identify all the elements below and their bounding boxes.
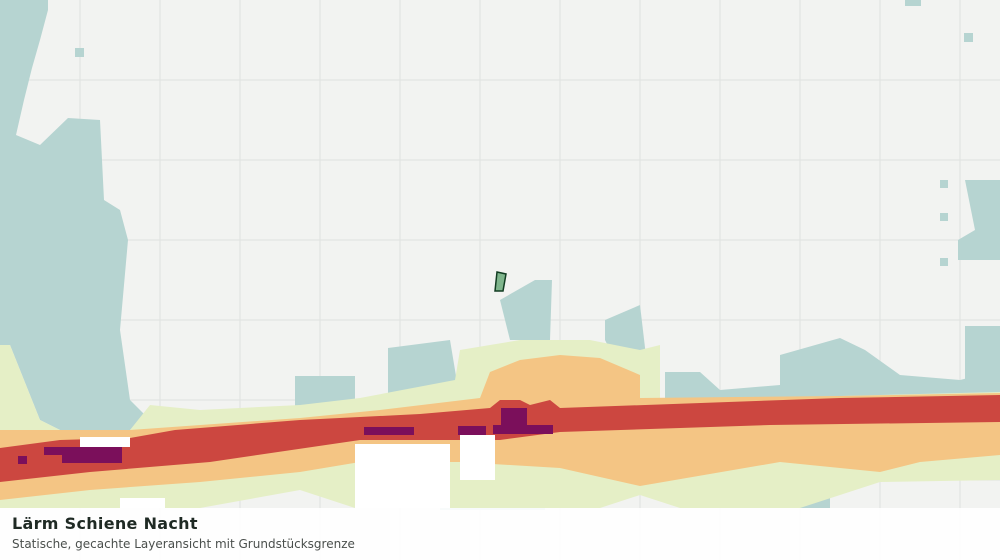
layer-subtitle: Statische, gecachte Layeransicht mit Gru… bbox=[12, 537, 355, 551]
layer-title: Lärm Schiene Nacht bbox=[12, 514, 198, 533]
zone-purple bbox=[18, 408, 553, 464]
unmapped-areas bbox=[80, 435, 495, 508]
info-panel: Lärm Schiene Nacht Statische, gecachte L… bbox=[0, 508, 1000, 560]
parcel-boundary bbox=[494, 271, 507, 292]
zone-red bbox=[0, 395, 1000, 482]
